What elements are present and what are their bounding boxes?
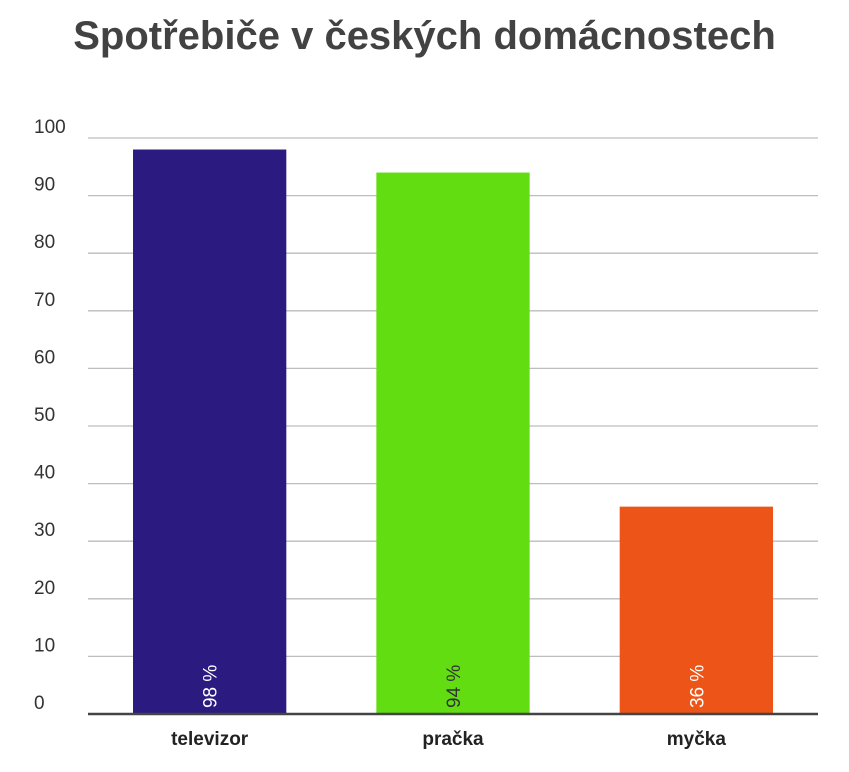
- category-label: pračka: [422, 729, 484, 750]
- x-axis-categories: televizor pračka myčka: [171, 729, 726, 750]
- category-label: televizor: [171, 729, 249, 750]
- y-tick-label: 30: [34, 520, 55, 541]
- y-tick-label: 40: [34, 463, 55, 484]
- bars: [133, 149, 773, 714]
- y-tick-label: 10: [34, 635, 55, 656]
- y-tick-label: 80: [34, 232, 55, 253]
- y-tick-label: 70: [34, 290, 55, 311]
- data-label: 36 %: [687, 665, 708, 708]
- data-label: 94 %: [444, 665, 465, 708]
- y-tick-label: 20: [34, 578, 55, 599]
- y-tick-label: 100: [34, 117, 66, 138]
- chart-title: Spotřebiče v českých domácnostech: [73, 14, 776, 58]
- bar-myčka: [619, 506, 773, 714]
- bar-pračka: [376, 172, 530, 714]
- y-axis-ticks: 0 10 20 30 40 50 60 70 80 90 100: [34, 117, 66, 714]
- y-tick-label: 0: [34, 693, 45, 714]
- category-label: myčka: [667, 729, 727, 750]
- y-tick-label: 90: [34, 175, 55, 196]
- y-tick-label: 60: [34, 347, 55, 368]
- data-label: 98 %: [201, 665, 222, 708]
- y-tick-label: 50: [34, 405, 55, 426]
- data-labels: 98 % 94 % 36 %: [201, 665, 709, 708]
- bar-televizor: [133, 149, 287, 714]
